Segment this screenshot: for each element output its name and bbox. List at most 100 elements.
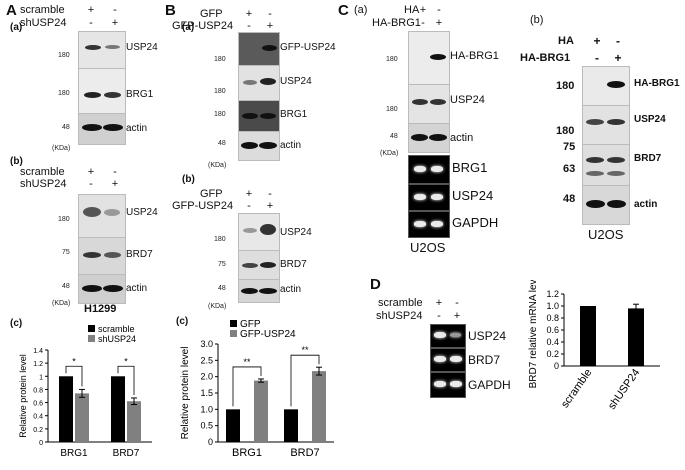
blot-actin [238, 131, 280, 161]
blot-actin [582, 185, 630, 225]
gel-gapdh [430, 372, 466, 398]
legend-label: GFP-USP24 [240, 329, 296, 340]
category-label: BRG1 [232, 447, 262, 459]
cell-line-h1299: H1299 [84, 303, 117, 315]
mw-marker: 75 [563, 141, 576, 153]
band-label-brd7: BRD7 [126, 249, 153, 260]
mw-marker: 180 [58, 90, 70, 97]
lane-mark: + [87, 4, 95, 16]
lane-mark: + [435, 297, 443, 309]
mw-marker: 48 [62, 283, 70, 290]
row-label-gfp: GFP [200, 8, 223, 20]
kda-label: (KDa) [208, 162, 227, 169]
panel-b-sub-c: (c) [176, 316, 189, 327]
row-label-ha-brg1: HA-BRG1 [372, 17, 421, 29]
category-label: BRD7 [290, 447, 319, 459]
lane-mark: + [87, 166, 95, 178]
y-tick-label: 3.0 [200, 339, 213, 349]
band-label-actin: actin [450, 132, 474, 144]
band-label-usp24: USP24 [450, 94, 485, 106]
row-label-gfp-usp24: GFP-USP24 [172, 200, 234, 212]
band-label-brg1: BRG1 [126, 89, 154, 100]
band-label-ha-brg1: HA-BRG1 [450, 50, 499, 62]
blot-usp24 [238, 65, 280, 101]
band-label-actin: actin [634, 199, 658, 210]
mw-marker: 180 [386, 56, 398, 63]
panel-letter-d: D [370, 276, 381, 293]
lane-mark: + [266, 200, 274, 212]
bar [226, 409, 240, 442]
mw-marker: 48 [62, 124, 70, 131]
band-label-usp24: USP24 [126, 207, 158, 218]
panel-a-sub-a: (a) [10, 22, 23, 33]
mw-marker: 180 [386, 106, 398, 113]
panel-b-sub-a: (a) [182, 22, 195, 33]
band-label-brd7: BRD7 [634, 153, 662, 164]
y-tick-label: 0.6 [33, 401, 43, 408]
y-tick-label: 1.4 [33, 348, 43, 355]
y-tick-label: 0.6 [546, 325, 559, 335]
legend-swatch [88, 335, 95, 342]
blot-brd7 [582, 144, 630, 186]
significance-mark: * [124, 356, 128, 366]
blot-brg1 [238, 100, 280, 132]
panel-c-sub-a: (a) [354, 4, 368, 16]
y-tick-label: 0 [554, 361, 559, 371]
band-label-ha-brg1: HA-BRG1 [634, 78, 680, 89]
mw-marker: 48 [563, 193, 576, 205]
blot-usp24 [78, 194, 126, 238]
legend-label: GFP [240, 319, 261, 330]
legend-label: shUSP24 [98, 334, 136, 344]
y-tick-label: 1.5 [200, 388, 213, 398]
y-tick-label: 2.5 [200, 355, 213, 365]
band-label-usp24: USP24 [280, 227, 312, 238]
mw-marker: 180 [556, 125, 575, 137]
gel-gapdh [408, 211, 450, 238]
band-label-actin: actin [280, 140, 302, 151]
lane-mark: + [266, 20, 274, 32]
panel-letter-c: C [338, 2, 349, 19]
row-label-shusp24: shUSP24 [20, 178, 67, 190]
cell-line-u2os: U2OS [410, 240, 446, 255]
y-axis-label: Relative protein level [18, 354, 28, 438]
significance-bracket [290, 354, 320, 407]
row-label-ha: HA [558, 35, 574, 47]
lane-mark: - [113, 166, 117, 178]
y-tick-label: 1.2 [33, 361, 43, 368]
lane-mark: + [245, 8, 253, 20]
legend-swatch [230, 320, 237, 327]
y-tick-label: 0.5 [200, 421, 213, 431]
y-tick-label: 0 [208, 437, 213, 447]
band-label-actin: actin [126, 123, 148, 134]
lane-mark: - [421, 17, 425, 29]
lane-mark: + [111, 178, 119, 190]
bar [580, 306, 596, 366]
category-label: shUSP24 [606, 367, 642, 412]
panel-letter-b: B [165, 2, 176, 19]
gel-label-gapdh: GAPDH [452, 215, 499, 230]
gel-brd7 [430, 348, 466, 372]
band-label-brd7: BRD7 [280, 259, 307, 270]
mw-marker: 180 [214, 88, 226, 95]
significance-mark: ** [301, 345, 309, 355]
gel-usp24 [408, 184, 450, 211]
y-axis-label: Relative protein level [180, 347, 191, 440]
y-tick-label: 2.0 [200, 372, 213, 382]
chart-a-relative-protein: 0 0.2 0.4 0.6 0.8 1 1.2 1.4 Relative protein lev… [18, 324, 152, 459]
band-label-usp24: USP24 [634, 114, 666, 125]
lane-mark: - [455, 297, 459, 309]
blot-usp24 [78, 31, 126, 69]
mw-marker: 180 [58, 52, 70, 59]
kda-label: (KDa) [208, 303, 227, 310]
significance-mark: ** [243, 357, 251, 367]
blot-brd7 [78, 237, 126, 275]
y-tick-label: 0.4 [33, 414, 43, 421]
blot-actin [238, 279, 280, 303]
lane-mark: + [111, 17, 119, 29]
y-tick-label: 0.8 [33, 387, 43, 394]
gel-label-brd7: BRD7 [468, 353, 501, 367]
lane-mark: - [268, 8, 272, 20]
blot-brd7 [238, 250, 280, 280]
row-label-shusp24: shUSP24 [376, 310, 423, 322]
mw-marker: 75 [218, 261, 226, 268]
